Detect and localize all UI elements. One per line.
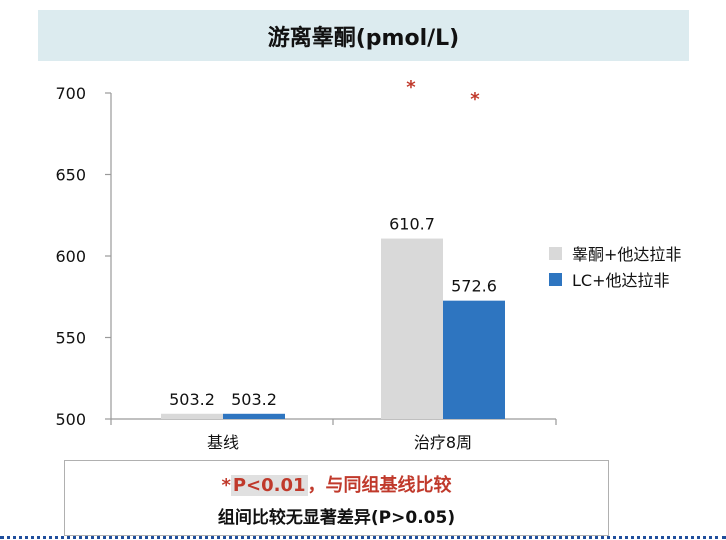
significance-marker: * <box>406 77 416 98</box>
bottom-dotted-divider <box>0 536 726 539</box>
y-tick-label: 650 <box>55 166 86 185</box>
chart-title-bar: 游离睾酮(pmol/L) <box>38 10 689 61</box>
y-tick-label: 500 <box>55 410 86 429</box>
legend-label-series-2: LC+他达拉非 <box>572 271 670 290</box>
bar-data-label: 572.6 <box>451 277 497 296</box>
y-tick-label: 550 <box>55 329 86 348</box>
footnote-pvalue: P<0.01 <box>230 475 308 496</box>
bar-data-label: 610.7 <box>389 215 435 234</box>
footnote-line-2: 组间比较无显著差异(P>0.05) <box>217 508 456 528</box>
chart-legend: 睾酮+他达拉非 LC+他达拉非 <box>549 240 681 292</box>
x-category-label: 基线 <box>207 433 239 452</box>
significance-marker: * <box>470 89 480 110</box>
legend-swatch-series-1 <box>549 246 562 260</box>
footnote-box: * P<0.01 ，与同组基线比较 组间比较无显著差异(P>0.05) <box>64 460 609 536</box>
legend-swatch-series-2 <box>549 272 562 286</box>
legend-item-series-1: 睾酮+他达拉非 <box>549 240 681 266</box>
bar-series-1 <box>381 238 443 419</box>
legend-item-series-2: LC+他达拉非 <box>549 266 681 292</box>
y-tick-label: 600 <box>55 247 86 266</box>
bar-data-label: 503.2 <box>231 390 277 409</box>
bar-series-2 <box>443 300 505 419</box>
bar-series-1 <box>161 413 223 419</box>
y-tick-label: 700 <box>55 84 86 103</box>
footnote-star: * <box>221 475 231 496</box>
bar-chart: 500 550 600 650 700 503.2 610.7 503.2 572.6 基线 治疗8… <box>55 77 557 452</box>
legend-label-series-1: 睾酮+他达拉非 <box>572 245 682 264</box>
footnote-comparison: ，与同组基线比较 <box>307 475 452 496</box>
footnote-line-1: * P<0.01 ，与同组基线比较 <box>65 471 608 497</box>
bar-data-label: 503.2 <box>169 390 215 409</box>
x-category-label: 治疗8周 <box>414 433 472 452</box>
bar-series-2 <box>223 413 285 419</box>
chart-title: 游离睾酮(pmol/L) <box>267 25 460 51</box>
